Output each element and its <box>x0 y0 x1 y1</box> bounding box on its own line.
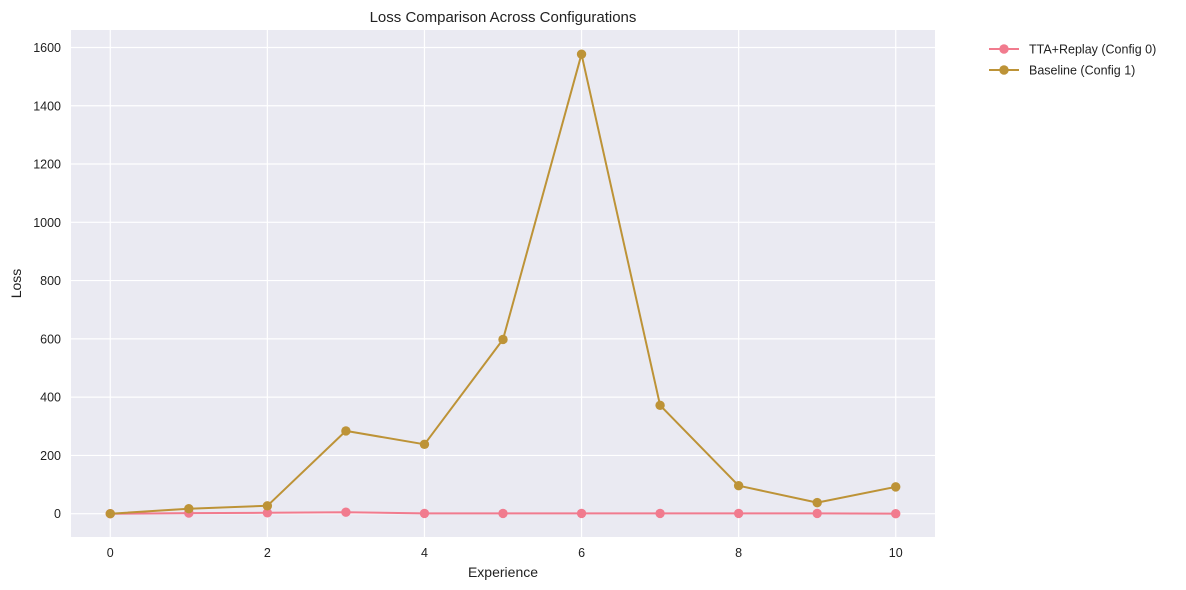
data-point <box>498 334 508 345</box>
legend-item: Baseline (Config 1) <box>989 64 1135 78</box>
y-tick-label: 1400 <box>33 99 61 113</box>
data-point <box>576 49 587 59</box>
data-point <box>655 400 665 410</box>
data-point <box>891 508 901 519</box>
x-tick-label: 2 <box>264 546 271 560</box>
x-tick-label: 4 <box>421 546 428 560</box>
y-tick-label: 1000 <box>33 216 61 230</box>
y-axis-ticks: 0 200 400 600 800 1000 1200 1400 1600 <box>33 41 61 521</box>
y-tick-label: 600 <box>40 332 61 346</box>
x-axis-label: Experience <box>468 564 538 580</box>
data-point <box>576 508 587 519</box>
data-point <box>812 497 822 508</box>
x-tick-label: 10 <box>889 546 903 560</box>
legend-item: TTA+Replay (Config 0) <box>989 43 1156 57</box>
y-tick-label: 1600 <box>33 41 61 55</box>
x-tick-label: 8 <box>735 546 742 560</box>
data-point <box>184 504 194 514</box>
y-tick-label: 1200 <box>33 158 61 172</box>
data-point <box>498 508 508 519</box>
data-point <box>262 508 273 518</box>
y-tick-label: 0 <box>54 507 61 521</box>
legend-label: Baseline (Config 1) <box>1029 64 1135 78</box>
data-point <box>419 508 430 519</box>
x-tick-label: 0 <box>107 546 114 560</box>
series-1 <box>105 507 901 519</box>
series-2 <box>105 49 901 519</box>
y-axis-label: Loss <box>8 269 24 299</box>
data-point <box>341 507 351 517</box>
data-point <box>733 481 744 491</box>
y-tick-label: 400 <box>40 391 61 405</box>
data-point <box>733 508 744 519</box>
data-point <box>655 508 665 519</box>
legend-label: TTA+Replay (Config 0) <box>1029 43 1156 57</box>
y-tick-label: 800 <box>40 274 61 288</box>
data-point <box>105 508 115 519</box>
data-point <box>262 501 273 511</box>
series-layer <box>105 49 901 519</box>
chart-title: Loss Comparison Across Configurations <box>370 9 637 26</box>
legend: TTA+Replay (Config 0) Baseline (Config 1) <box>989 43 1156 78</box>
data-point <box>891 482 901 492</box>
data-point <box>341 426 351 436</box>
x-tick-label: 6 <box>578 546 585 560</box>
x-axis-ticks: 0 2 4 6 8 10 <box>107 546 903 560</box>
y-tick-label: 200 <box>40 449 61 463</box>
data-point <box>812 508 822 519</box>
data-point <box>419 439 430 450</box>
legend-marker <box>999 65 1009 75</box>
plot-area <box>71 30 935 537</box>
legend-marker <box>999 44 1009 54</box>
